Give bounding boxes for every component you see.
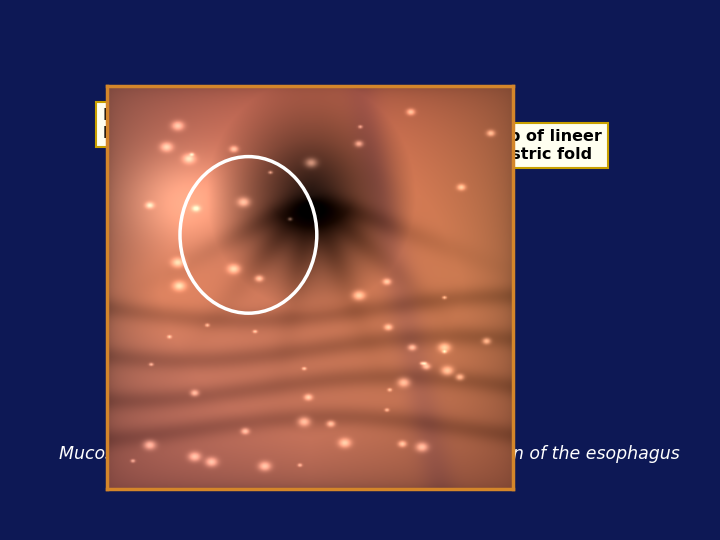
Text: Diaphragmatic
hiatus: Diaphragmatic hiatus bbox=[102, 109, 235, 141]
Text: Top of lineer
gastric fold: Top of lineer gastric fold bbox=[489, 129, 602, 161]
Text: Mucosal folds best demonstrated by  partial deflation of the esophagus: Mucosal folds best demonstrated by parti… bbox=[58, 445, 680, 463]
